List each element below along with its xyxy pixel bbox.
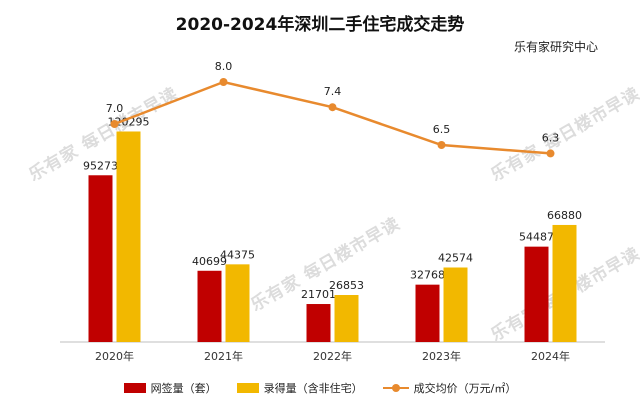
bar-recorded bbox=[443, 267, 468, 342]
legend-swatch-price bbox=[382, 383, 409, 393]
legend-item-recorded: 录得量（含非住宅） bbox=[236, 380, 363, 396]
chart-title: 2020-2024年深圳二手住宅成交走势 bbox=[175, 15, 465, 35]
data-label-signed: 54487 bbox=[519, 231, 554, 244]
price-point bbox=[546, 149, 555, 158]
x-tick-label: 2020年 bbox=[95, 349, 134, 363]
data-label-signed: 21701 bbox=[301, 288, 336, 301]
data-label-recorded: 66880 bbox=[547, 209, 582, 222]
x-tick-label: 2022年 bbox=[313, 349, 352, 363]
price-point bbox=[110, 120, 119, 128]
data-label-signed: 95273 bbox=[83, 159, 118, 172]
bar-signed bbox=[524, 246, 549, 342]
legend-item-price: 成交均价（万元/㎡） bbox=[382, 380, 517, 396]
data-label-recorded: 44375 bbox=[220, 248, 255, 261]
legend-label-recorded: 录得量（含非住宅） bbox=[263, 382, 363, 395]
legend-swatch-signed bbox=[123, 383, 146, 393]
data-label-signed: 32768 bbox=[410, 269, 445, 282]
chart-legend: 网签量（套） 录得量（含非住宅） 成交均价（万元/㎡） bbox=[0, 380, 640, 396]
data-label-signed: 40699 bbox=[192, 255, 227, 268]
price-point bbox=[437, 141, 446, 149]
data-label-recorded: 42574 bbox=[438, 251, 473, 264]
data-label-price: 8.0 bbox=[215, 60, 233, 73]
bar-signed bbox=[415, 284, 440, 342]
bar-recorded bbox=[552, 224, 577, 342]
x-tick-label: 2024年 bbox=[531, 349, 570, 363]
data-label-price: 6.3 bbox=[542, 131, 560, 144]
price-point bbox=[219, 78, 228, 86]
source-label: 乐有家研究中心 bbox=[513, 40, 598, 54]
data-label-price: 6.5 bbox=[433, 123, 451, 136]
bar-recorded bbox=[225, 264, 250, 342]
x-tick-label: 2021年 bbox=[204, 349, 243, 363]
bar-signed bbox=[306, 304, 331, 342]
data-label-price: 7.0 bbox=[106, 102, 124, 115]
bar-recorded bbox=[116, 131, 141, 342]
price-point bbox=[328, 103, 337, 112]
legend-label-price: 成交均价（万元/㎡） bbox=[413, 382, 517, 395]
legend-item-signed: 网签量（套） bbox=[123, 380, 217, 396]
legend-swatch-recorded bbox=[236, 383, 259, 393]
bar-signed bbox=[197, 270, 222, 342]
data-label-price: 7.4 bbox=[324, 85, 342, 98]
bar-signed bbox=[88, 175, 113, 342]
x-tick-label: 2023年 bbox=[422, 349, 461, 363]
bar-recorded bbox=[334, 295, 359, 342]
data-label-recorded: 26853 bbox=[329, 279, 364, 292]
legend-label-signed: 网签量（套） bbox=[150, 382, 217, 395]
